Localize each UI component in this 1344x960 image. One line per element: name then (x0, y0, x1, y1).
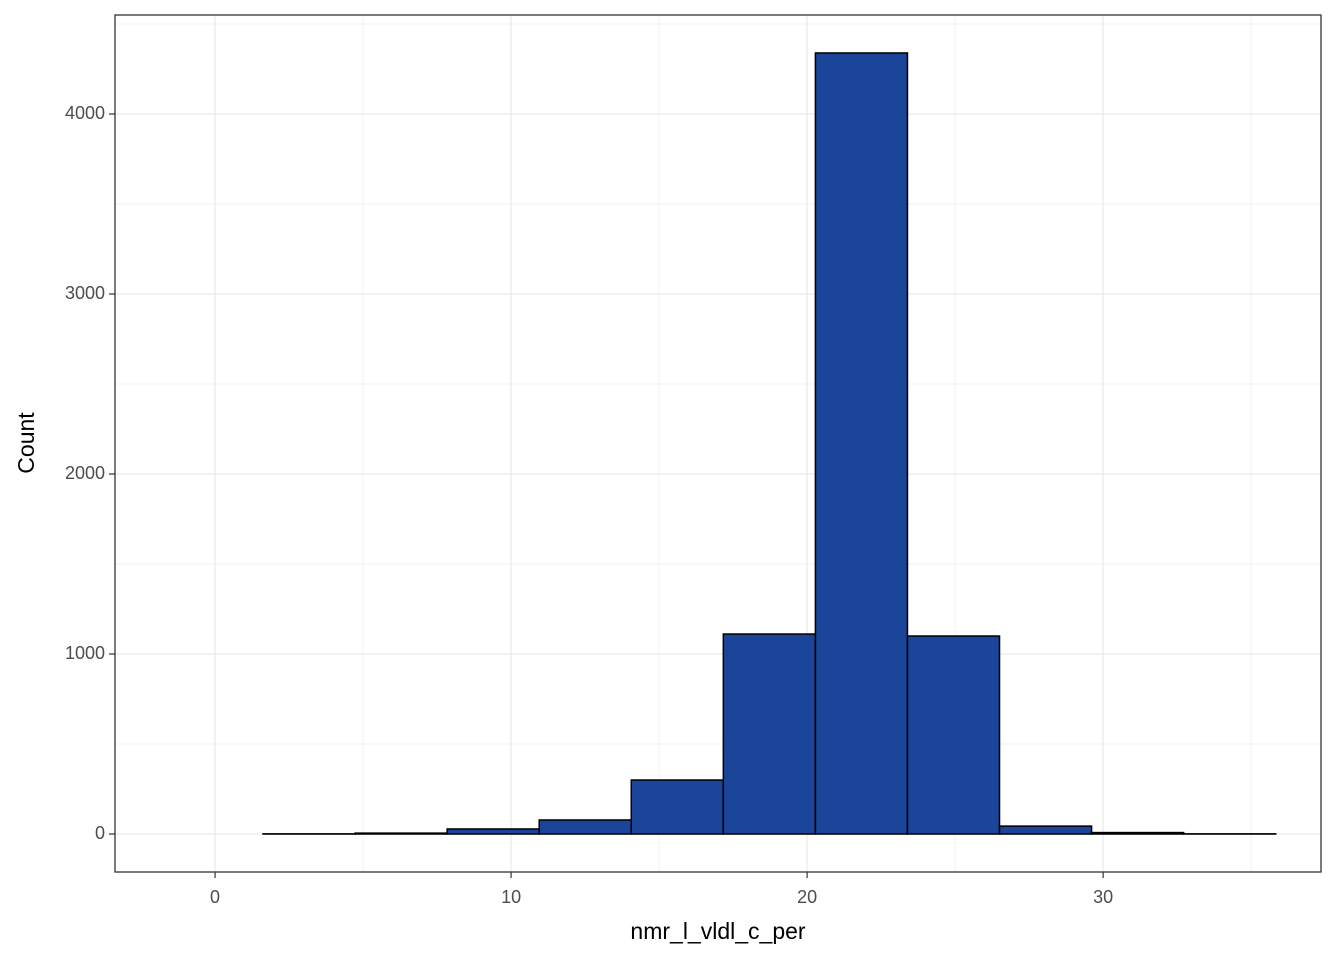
bar (998, 825, 1093, 835)
y-tick-label: 0 (95, 823, 105, 843)
bar (814, 52, 909, 835)
bar (630, 779, 725, 835)
bar (354, 832, 448, 835)
bar (906, 635, 1001, 835)
bar (538, 819, 633, 835)
y-axis-title: Count (13, 412, 39, 474)
x-tick-label: 20 (797, 887, 817, 907)
bar (722, 633, 817, 835)
y-tick-label: 2000 (65, 463, 105, 483)
bar (446, 828, 540, 835)
y-tick-label: 1000 (65, 643, 105, 663)
y-tick-label: 4000 (65, 103, 105, 123)
x-axis-title: nmr_l_vldl_c_per (630, 918, 805, 944)
bar (1090, 831, 1185, 835)
y-tick-label: 3000 (65, 283, 105, 303)
x-tick-label: 10 (501, 887, 521, 907)
x-tick-label: 0 (210, 887, 220, 907)
x-tick-label: 30 (1093, 887, 1113, 907)
panel-border (114, 14, 1322, 873)
